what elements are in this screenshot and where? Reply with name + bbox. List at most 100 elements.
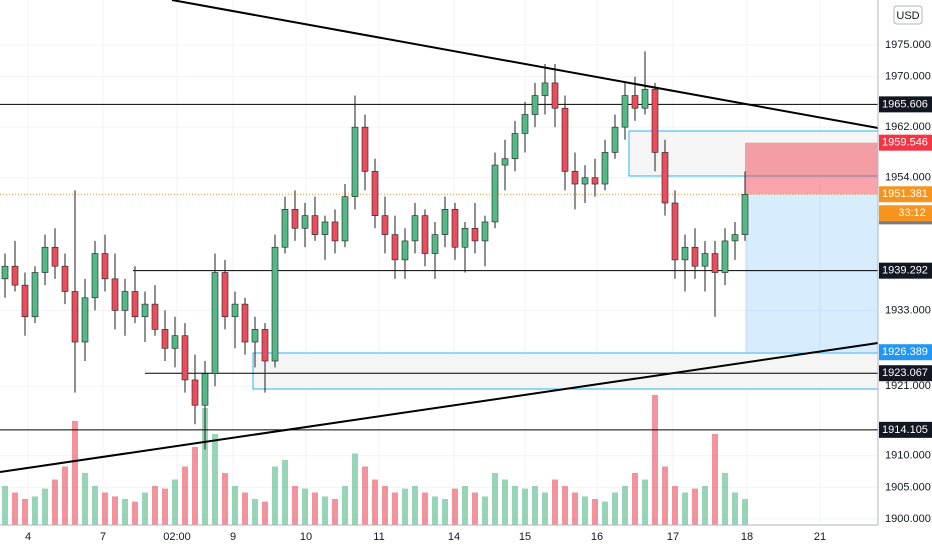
price-label: 1939.292 <box>882 265 928 277</box>
volume-bar <box>582 496 588 525</box>
volume-bar <box>312 492 318 525</box>
candle-body <box>671 202 679 261</box>
candle-body <box>401 240 409 261</box>
volume-bar <box>562 486 568 525</box>
countdown: 33:12 <box>898 207 926 219</box>
y-tick-label: 1970.000 <box>885 71 931 83</box>
volume-bar <box>482 496 488 525</box>
volume-bar <box>642 479 648 525</box>
price-label: 1959.546 <box>882 137 928 149</box>
currency: USD <box>896 10 919 22</box>
price-label-box <box>879 96 932 113</box>
volume-bar <box>192 447 198 525</box>
volume-bar <box>692 488 698 525</box>
candle-body <box>521 114 529 134</box>
volume-bar <box>552 479 558 525</box>
volume-bar <box>622 486 628 525</box>
candle-body <box>481 221 489 242</box>
volume-bar <box>92 486 98 525</box>
candle-body <box>251 329 259 343</box>
candle-body <box>551 82 559 109</box>
volume-bar <box>372 479 378 525</box>
candle-body <box>411 215 419 242</box>
volume-bar <box>282 460 288 525</box>
x-tick-label: 21 <box>814 531 826 543</box>
candle-body <box>621 95 629 128</box>
y-tick-label: 1921.000 <box>885 380 931 392</box>
volume-bar <box>232 486 238 525</box>
candle-body <box>431 234 439 254</box>
price-label: 1914.105 <box>882 424 928 436</box>
volume-bar <box>62 466 68 525</box>
y-tick-label: 1962.000 <box>885 121 931 133</box>
volume-bar <box>452 488 458 525</box>
volume-bar <box>422 492 428 525</box>
candle-body <box>571 171 579 185</box>
trendline[interactable] <box>0 342 879 473</box>
candle-body <box>91 253 99 299</box>
volume-bar <box>702 486 708 525</box>
zone-box[interactable] <box>628 130 879 177</box>
candle-body <box>171 335 179 349</box>
candle-body <box>511 133 519 160</box>
target-zone <box>745 194 878 353</box>
trendline[interactable] <box>171 0 879 129</box>
volume-bar <box>142 492 148 525</box>
x-tick-label: 02:00 <box>163 531 191 543</box>
volume-bar <box>102 492 108 525</box>
candle-body <box>131 291 139 318</box>
candle-body <box>1 265 9 280</box>
candle-body <box>331 221 339 242</box>
candle-body <box>141 303 149 318</box>
volume-bar <box>162 488 168 525</box>
candle-body <box>641 88 649 109</box>
volume-bar <box>722 473 728 525</box>
volume-bar <box>632 473 638 525</box>
x-tick-label: 15 <box>519 531 531 543</box>
volume-bar <box>522 488 528 525</box>
volume-bar <box>2 486 8 525</box>
volume-bar <box>352 453 358 525</box>
volume-bar <box>612 492 618 525</box>
price-label: 1965.606 <box>882 98 928 110</box>
candle-body <box>11 265 19 286</box>
x-tick-label: 10 <box>300 531 312 543</box>
candle-body <box>201 373 209 406</box>
currency-box[interactable] <box>893 5 923 25</box>
candle-body <box>391 234 399 261</box>
volume-bar <box>262 501 268 525</box>
candle-body <box>731 234 739 242</box>
candle-body <box>221 272 229 318</box>
candle-body <box>301 215 309 229</box>
candle-body <box>491 164 499 223</box>
candle-body <box>271 246 279 362</box>
volume-bar <box>412 486 418 525</box>
candle-body <box>71 291 79 343</box>
y-tick-label: 1910.000 <box>885 450 931 462</box>
candle-body <box>161 329 169 349</box>
volume-bar <box>82 473 88 525</box>
volume-bar <box>512 486 518 525</box>
candle-body <box>211 272 219 374</box>
volume-bar <box>532 486 538 525</box>
candle-body <box>291 209 299 229</box>
x-tick-label: 18 <box>741 531 753 543</box>
candle-body <box>471 227 479 242</box>
candle-body <box>111 278 119 311</box>
candle-body <box>441 209 449 235</box>
candle-body <box>321 221 329 235</box>
candle-body <box>81 297 89 343</box>
volume-bar <box>462 486 468 525</box>
countdown-box <box>879 205 932 222</box>
candle-body <box>101 253 109 280</box>
price-label-box <box>879 186 932 203</box>
volume-bar <box>712 434 718 525</box>
zone-box[interactable] <box>252 352 879 390</box>
volume-bar <box>212 434 218 525</box>
candle-body <box>541 82 549 96</box>
volume-bar <box>742 499 748 525</box>
candle-body <box>21 284 29 318</box>
price-label-box <box>879 134 932 151</box>
candle-body <box>121 291 129 311</box>
volume-bar <box>732 492 738 525</box>
